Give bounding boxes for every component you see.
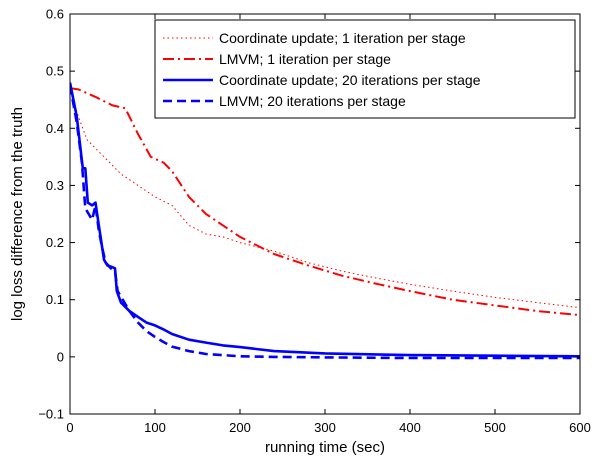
y-tick-label: 0.2 bbox=[46, 235, 64, 250]
axes: 0 100 200 300 400 500 600−0.100.10.20.30.40.50… bbox=[38, 7, 591, 436]
y-tick-label: 0.6 bbox=[46, 7, 64, 22]
series-line-2 bbox=[70, 87, 580, 317]
y-tick-label: 0.4 bbox=[46, 121, 64, 136]
x-tick-label: 300 bbox=[314, 420, 336, 435]
x-tick-label: 0 bbox=[66, 420, 73, 435]
x-axis-label: running time (sec) bbox=[265, 439, 385, 456]
x-tick-label: 600 bbox=[569, 420, 591, 435]
legend-label-4: LMVM; 20 iterations per stage bbox=[219, 93, 406, 109]
y-tick-label: 0.1 bbox=[46, 292, 64, 307]
legend-label-2: LMVM; 1 iteration per stage bbox=[219, 51, 391, 67]
x-tick-label: 500 bbox=[484, 420, 506, 435]
series-line-4 bbox=[70, 85, 580, 360]
plot-area bbox=[70, 82, 580, 360]
y-tick-label: 0.5 bbox=[46, 64, 64, 79]
y-axis-label: log loss difference from the truth bbox=[9, 107, 26, 321]
y-tick-label: 0.3 bbox=[46, 178, 64, 193]
y-tick-label: −0.1 bbox=[38, 407, 64, 422]
legend-box bbox=[154, 19, 576, 119]
legend-label-3: Coordinate update; 20 iterations per sta… bbox=[219, 72, 481, 88]
x-tick-label: 100 bbox=[144, 420, 166, 435]
legend: Coordinate update; 1 iteration per stage… bbox=[154, 19, 576, 119]
series-line-1 bbox=[70, 88, 580, 309]
x-tick-label: 200 bbox=[229, 420, 251, 435]
legend-label-1: Coordinate update; 1 iteration per stage bbox=[219, 30, 466, 46]
y-tick-label: 0 bbox=[57, 349, 64, 364]
x-tick-label: 400 bbox=[399, 420, 421, 435]
series-line-3 bbox=[70, 82, 580, 358]
